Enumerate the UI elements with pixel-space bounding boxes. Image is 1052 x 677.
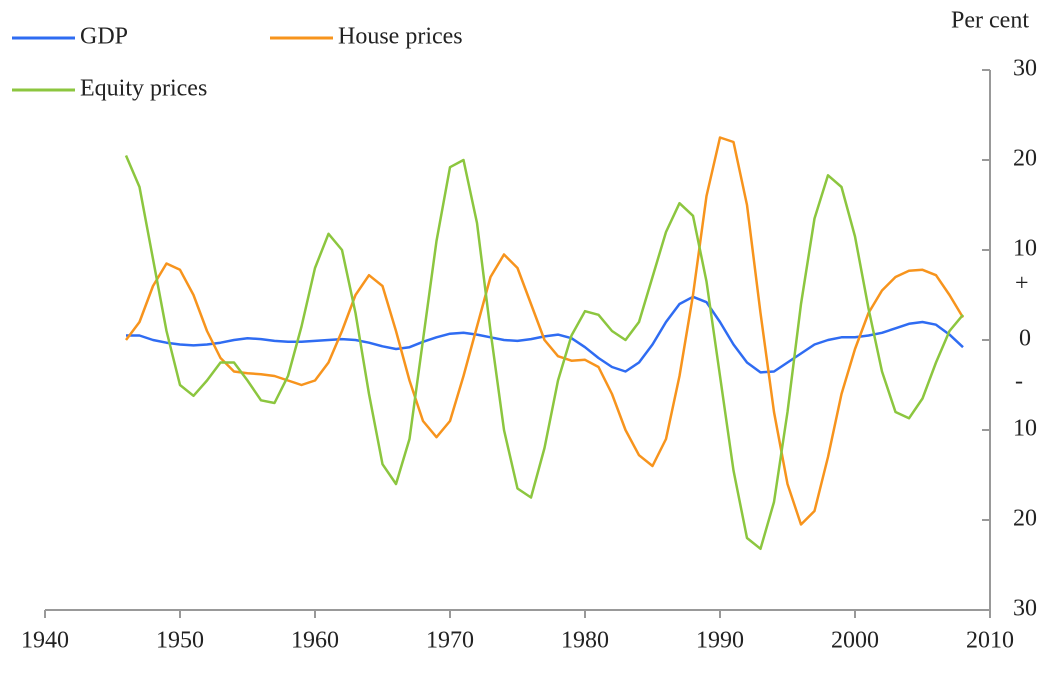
y-tick-label: 20 [1013,146,1037,172]
y-tick-label: 30 [1013,596,1037,622]
series-line [124,155,964,551]
x-tick-label: 1980 [561,628,609,654]
series-line [126,295,964,374]
negative-annotation: - [1015,369,1023,395]
y-tick-label: 10 [1013,416,1037,442]
x-tick-label: 2010 [966,628,1014,654]
positive-annotation: + [1015,271,1029,297]
x-tick-label: 1960 [291,628,339,654]
x-tick-label: 1990 [696,628,744,654]
legend-label: GDP [80,24,128,50]
x-tick-label: 2000 [831,628,879,654]
y-tick-label: 0 [1019,326,1031,352]
legend-label: House prices [338,24,463,50]
x-tick-label: 1970 [426,628,474,654]
series-line [125,136,965,526]
y-tick-label: 30 [1013,56,1037,82]
x-tick-label: 1950 [156,628,204,654]
x-tick-label: 1940 [21,628,69,654]
legend-label: Equity prices [80,76,207,102]
y-tick-label: 10 [1013,236,1037,262]
unit-label: Per cent [951,8,1029,34]
y-tick-label: 20 [1013,506,1037,532]
